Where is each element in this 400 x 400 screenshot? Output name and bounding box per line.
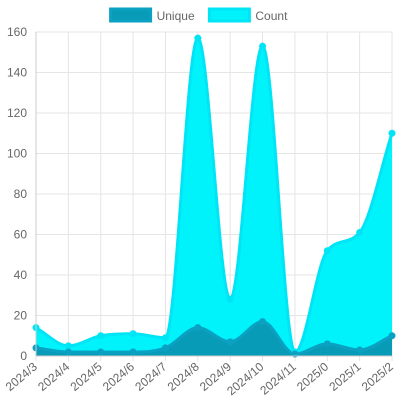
data-point-count[interactable]: [64, 342, 72, 350]
data-point-count[interactable]: [356, 228, 364, 236]
legend-item-count[interactable]: Count: [207, 7, 288, 23]
legend-swatch-count: [207, 7, 251, 23]
legend-item-unique[interactable]: Unique: [109, 7, 195, 23]
x-tick-label: 2024/6: [100, 359, 137, 394]
y-tick-label: 80: [14, 187, 28, 201]
data-point-count[interactable]: [388, 129, 396, 137]
y-tick-label: 140: [7, 66, 27, 80]
data-point-unique[interactable]: [356, 346, 364, 354]
legend-swatch-unique: [109, 7, 153, 23]
x-tick-label: 2024/10: [224, 359, 266, 398]
data-point-count[interactable]: [259, 42, 267, 50]
data-point-unique[interactable]: [388, 332, 396, 340]
data-point-count[interactable]: [323, 247, 331, 255]
data-point-count[interactable]: [226, 295, 234, 303]
x-tick-label: 2024/7: [132, 359, 169, 394]
data-point-unique[interactable]: [291, 350, 299, 358]
data-point-unique[interactable]: [97, 348, 105, 356]
data-point-count[interactable]: [161, 334, 169, 342]
x-tick-label: 2024/4: [35, 359, 72, 394]
data-point-unique[interactable]: [226, 338, 234, 346]
legend: Unique Count: [109, 7, 288, 23]
data-point-unique[interactable]: [64, 348, 72, 356]
data-point-count[interactable]: [129, 330, 137, 338]
y-tick-label: 60: [14, 228, 28, 242]
legend-label-unique: Unique: [157, 9, 195, 23]
x-tick-label: 2024/5: [68, 359, 105, 394]
data-point-unique[interactable]: [259, 318, 267, 326]
y-tick-label: 20: [14, 309, 28, 323]
data-point-count[interactable]: [194, 34, 202, 42]
y-tick-label: 40: [14, 268, 28, 282]
data-point-unique[interactable]: [161, 344, 169, 352]
x-tick-label: 2024/8: [165, 359, 202, 394]
x-tick-label: 2025/1: [326, 359, 363, 394]
y-tick-label: 160: [7, 25, 27, 39]
data-point-unique[interactable]: [323, 340, 331, 348]
y-tick-label: 100: [7, 147, 27, 161]
area-layer: [35, 36, 394, 356]
x-tick-label: 2025/2: [359, 359, 396, 394]
x-tick-label: 2024/3: [3, 359, 40, 394]
data-point-unique[interactable]: [129, 348, 137, 356]
data-point-count[interactable]: [97, 332, 105, 340]
legend-label-count: Count: [255, 9, 288, 23]
data-point-unique[interactable]: [194, 324, 202, 332]
series-area-count: [36, 38, 392, 356]
x-tick-label: 2024/11: [257, 359, 299, 397]
x-tick-label: 2025/0: [294, 359, 331, 394]
y-tick-label: 0: [20, 349, 27, 363]
series-area-unique: [36, 321, 392, 356]
point-layer: [32, 34, 396, 358]
y-tick-label: 120: [7, 106, 27, 120]
